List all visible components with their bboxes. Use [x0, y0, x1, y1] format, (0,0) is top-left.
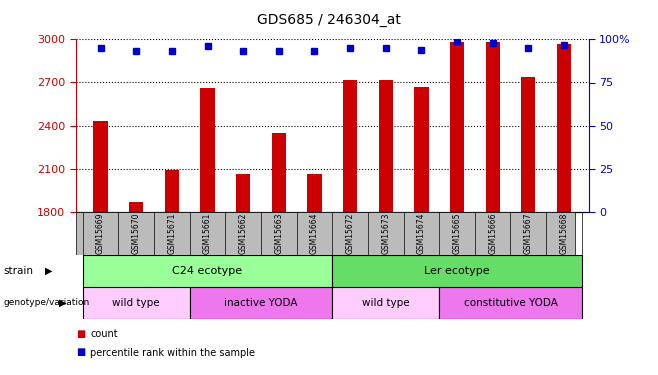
- Text: GSM15664: GSM15664: [310, 213, 319, 254]
- Bar: [307, 174, 322, 212]
- Text: constitutive YODA: constitutive YODA: [463, 298, 557, 308]
- Bar: [343, 80, 357, 212]
- Bar: [415, 87, 428, 212]
- Text: strain: strain: [3, 266, 34, 276]
- Text: GSM15673: GSM15673: [381, 213, 390, 254]
- Text: GSM15670: GSM15670: [132, 213, 141, 254]
- Bar: [93, 121, 108, 212]
- Text: ■: ■: [76, 329, 85, 339]
- Text: count: count: [90, 329, 118, 339]
- Text: genotype/variation: genotype/variation: [3, 298, 89, 307]
- Text: Ler ecotype: Ler ecotype: [424, 266, 490, 276]
- Text: ■: ■: [76, 348, 85, 357]
- Bar: [378, 80, 393, 212]
- Text: GSM15665: GSM15665: [453, 213, 461, 254]
- Bar: [164, 170, 179, 212]
- Bar: [236, 174, 250, 212]
- Text: C24 ecotype: C24 ecotype: [172, 266, 243, 276]
- Text: GSM15667: GSM15667: [524, 213, 533, 254]
- Bar: [440, 287, 582, 319]
- Text: GSM15668: GSM15668: [559, 213, 569, 254]
- Bar: [332, 255, 582, 287]
- Bar: [521, 77, 536, 212]
- Text: percentile rank within the sample: percentile rank within the sample: [90, 348, 255, 357]
- Bar: [83, 255, 332, 287]
- Bar: [450, 42, 464, 212]
- Bar: [557, 44, 571, 212]
- Text: GSM15672: GSM15672: [345, 213, 355, 254]
- Text: wild type: wild type: [113, 298, 160, 308]
- Bar: [190, 287, 332, 319]
- Bar: [129, 202, 143, 212]
- Text: wild type: wild type: [362, 298, 409, 308]
- Text: GSM15674: GSM15674: [417, 213, 426, 254]
- Text: ▶: ▶: [45, 266, 52, 276]
- Text: GSM15662: GSM15662: [239, 213, 247, 254]
- Text: ▶: ▶: [59, 298, 66, 308]
- Text: GSM15666: GSM15666: [488, 213, 497, 254]
- Bar: [83, 287, 190, 319]
- Text: GSM15661: GSM15661: [203, 213, 212, 254]
- Bar: [201, 88, 215, 212]
- Text: GSM15671: GSM15671: [167, 213, 176, 254]
- Text: GDS685 / 246304_at: GDS685 / 246304_at: [257, 13, 401, 27]
- Bar: [486, 42, 500, 212]
- Text: GSM15663: GSM15663: [274, 213, 284, 254]
- Bar: [272, 133, 286, 212]
- Bar: [332, 287, 440, 319]
- Text: inactive YODA: inactive YODA: [224, 298, 298, 308]
- Text: GSM15669: GSM15669: [96, 213, 105, 254]
